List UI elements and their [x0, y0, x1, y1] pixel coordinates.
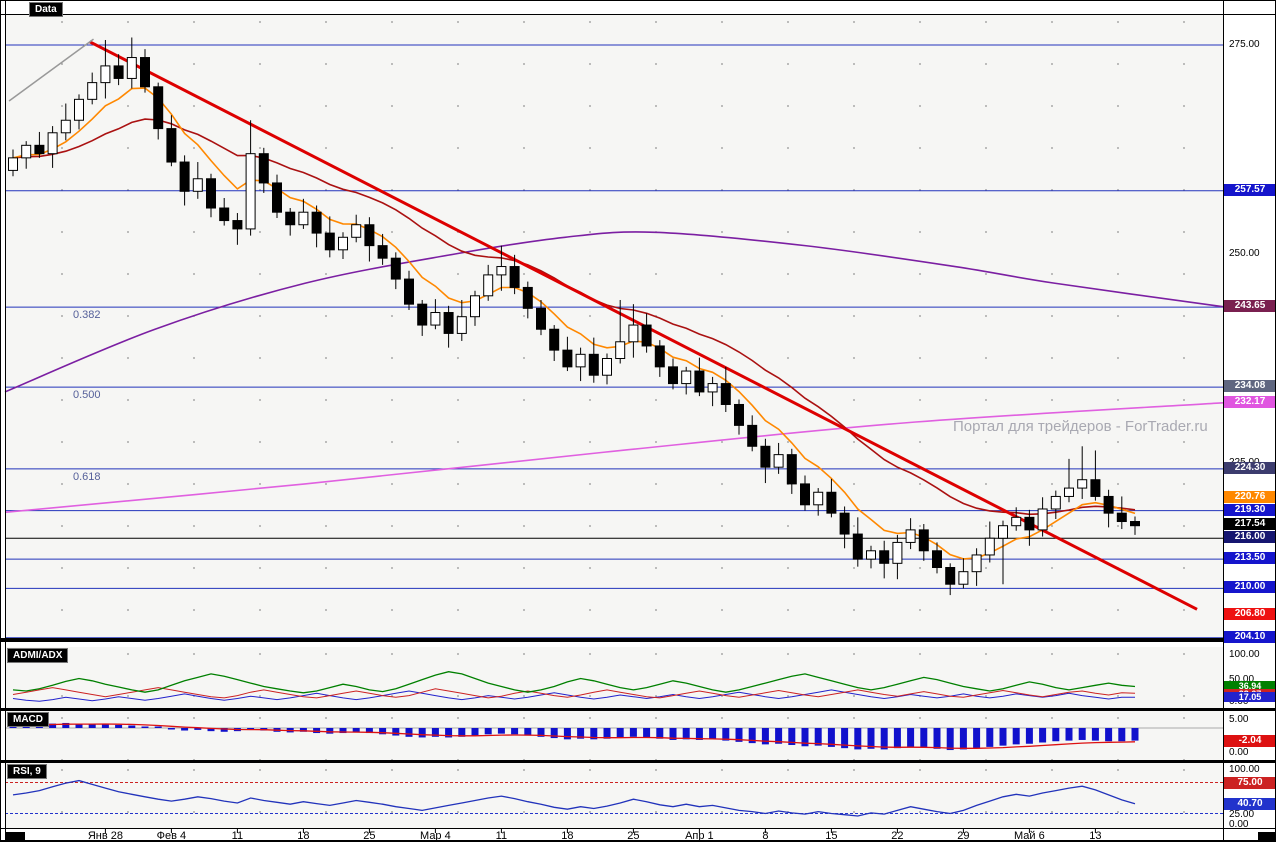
- time-axis[interactable]: [1, 829, 1275, 840]
- main-chart-area[interactable]: [5, 15, 1223, 638]
- macd-panel-title[interactable]: MACD: [7, 712, 49, 727]
- window-bottom-border: [1, 840, 1275, 841]
- macd-panel[interactable]: [5, 711, 1223, 760]
- price-axis[interactable]: [1224, 1, 1275, 841]
- panel-separator: [1, 828, 1275, 829]
- watermark: Портал для трейдеров - ForTrader.ru: [953, 418, 1208, 435]
- rsi-panel[interactable]: [5, 763, 1223, 828]
- panel-separator: [1, 708, 1275, 711]
- bottom-right-box[interactable]: [1258, 832, 1275, 840]
- chart-left-border: [5, 1, 6, 841]
- axis-separator: [1223, 1, 1224, 841]
- rsi-panel-title[interactable]: RSI, 9: [7, 764, 47, 779]
- panel-separator: [1, 14, 1275, 15]
- panel-separator: [1, 638, 1275, 642]
- bottom-left-box[interactable]: [5, 832, 25, 840]
- panel-separator: [1, 760, 1275, 763]
- admi-adx-panel[interactable]: [5, 647, 1223, 708]
- chart-title-tab[interactable]: Data: [29, 2, 63, 17]
- admi-panel-title[interactable]: ADMI/ADX: [7, 648, 69, 663]
